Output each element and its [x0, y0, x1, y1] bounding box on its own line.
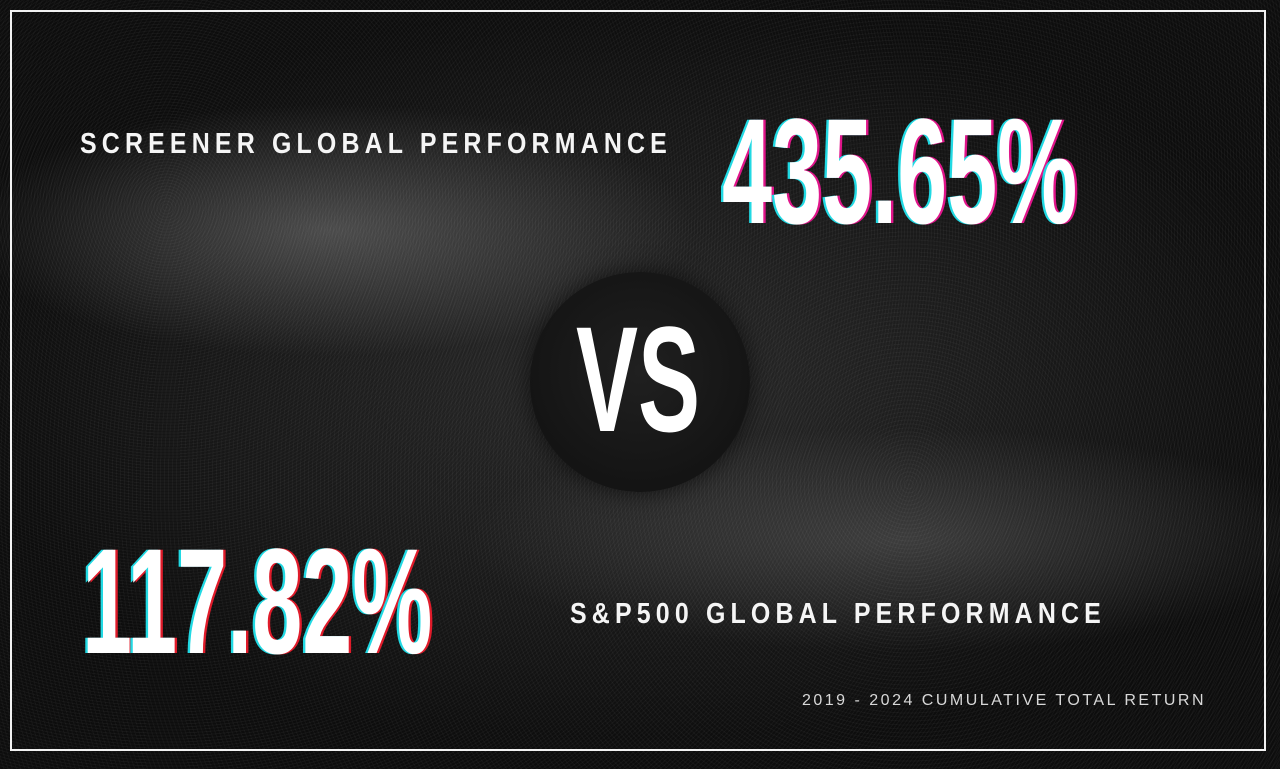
- vs-text: VS: [576, 295, 701, 463]
- screener-performance-value: 435.65%: [722, 87, 1078, 255]
- sp500-performance-value: 117.82%: [82, 517, 433, 685]
- vs-circle-badge: [530, 272, 750, 492]
- sp500-performance-label: S&P500 GLOBAL PERFORMANCE: [570, 598, 1106, 630]
- screener-performance-label: SCREENER GLOBAL PERFORMANCE: [80, 128, 672, 160]
- return-period-footnote: 2019 - 2024 CUMULATIVE TOTAL RETURN: [801, 692, 1206, 709]
